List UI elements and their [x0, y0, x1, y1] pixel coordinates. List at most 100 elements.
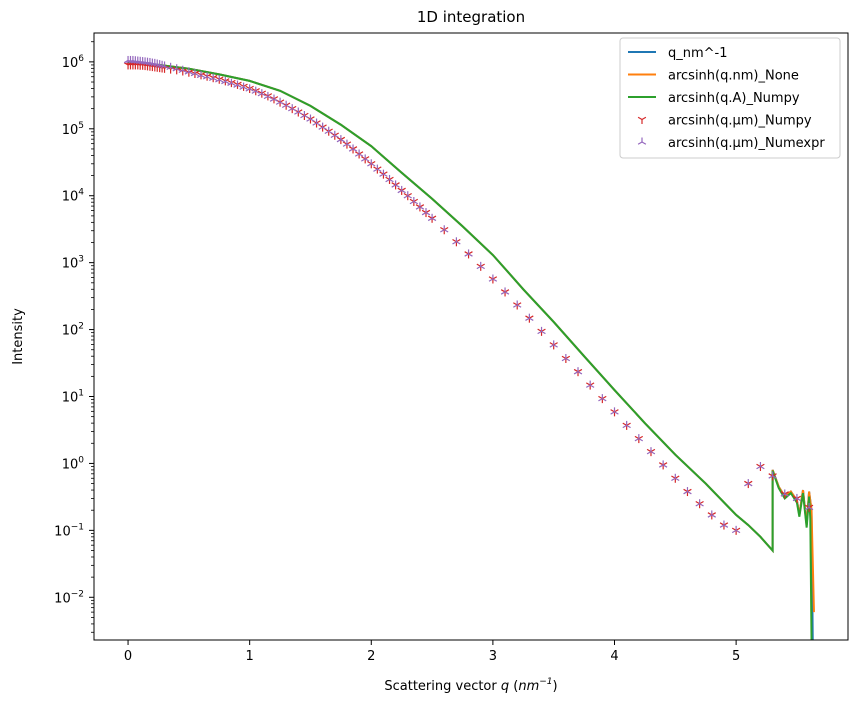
numpy-marker-left [373, 166, 378, 170]
numexpr-marker-left [804, 506, 810, 511]
chart-title: 1D integration [417, 8, 525, 26]
numpy-marker-left [695, 500, 700, 505]
numpy-marker-left [415, 204, 421, 208]
numexpr-marker-right [279, 101, 285, 105]
numpy-marker-right [218, 76, 224, 80]
y-tick-exp: 5 [78, 121, 84, 131]
numexpr-marker-right [431, 217, 437, 222]
numexpr-marker-left [215, 79, 220, 83]
numpy-marker [598, 395, 607, 404]
numexpr-marker-left [233, 84, 238, 88]
numexpr-marker-left [373, 168, 378, 172]
legend-box [619, 37, 841, 159]
numexpr-marker-right [194, 72, 200, 77]
numexpr-marker-right [529, 317, 534, 321]
numpy-marker [695, 500, 704, 509]
numexpr-marker [646, 447, 656, 455]
numpy-marker [525, 315, 534, 323]
numpy-marker-left [202, 73, 208, 77]
x-axis-label-prefix: Scattering vector [384, 679, 501, 694]
numexpr-marker [634, 434, 644, 442]
numexpr-marker-right [225, 80, 230, 85]
numexpr-marker-left [415, 206, 421, 210]
numexpr-marker-right [784, 493, 789, 497]
y-tick-base: 10 [62, 56, 79, 71]
numpy-marker-right [650, 448, 656, 453]
numexpr-marker-left [208, 77, 214, 81]
numexpr-marker-left [622, 424, 627, 429]
numexpr-marker-left [634, 438, 640, 442]
legend-label-1: arcsinh(q.nm)_None [668, 69, 799, 84]
numpy-marker-right [328, 128, 333, 132]
numexpr-marker-left [251, 90, 257, 94]
numexpr-marker [348, 144, 358, 152]
numpy-marker-right [206, 73, 212, 77]
numpy-marker [348, 146, 358, 154]
numexpr-marker [196, 70, 206, 79]
numpy-marker-right [255, 87, 260, 92]
numpy-marker-right [602, 395, 607, 400]
numexpr-marker-right [699, 503, 704, 507]
numpy-marker-right [407, 192, 412, 197]
series-line-2 [127, 60, 813, 640]
numexpr-marker-left [476, 265, 482, 270]
numexpr-marker-left [585, 384, 591, 388]
numpy-marker-right [626, 422, 631, 426]
numpy-marker-left [525, 315, 530, 319]
numexpr-marker [367, 159, 376, 167]
numexpr-marker-left [421, 212, 427, 216]
numpy-marker [336, 136, 346, 145]
numpy-marker-left [269, 96, 275, 100]
numpy-marker-left [610, 409, 615, 413]
legend-swatch-4-left [637, 141, 643, 145]
legend-swatch-3 [637, 116, 647, 124]
numpy-marker-right [322, 124, 327, 128]
numexpr-marker [658, 460, 668, 468]
numexpr-marker-left [184, 71, 190, 75]
numexpr-marker-left [671, 477, 676, 482]
y-tick-label: 102 [62, 322, 84, 339]
numpy-marker [354, 151, 364, 159]
numexpr-marker-left [306, 118, 311, 122]
numpy-marker-left [421, 209, 427, 214]
numexpr-marker-left [136, 60, 141, 65]
numexpr-marker [221, 76, 230, 85]
numexpr-marker-left [145, 61, 151, 66]
numexpr-marker-left [379, 173, 384, 177]
y-tick-base: 10 [62, 391, 79, 406]
numexpr-marker [464, 249, 473, 257]
legend-swatch-4 [637, 137, 647, 145]
numexpr-marker [561, 353, 571, 362]
x-axis-label-close: ) [553, 679, 558, 694]
numpy-marker-right [352, 146, 358, 150]
numexpr-marker-right [346, 143, 352, 147]
numpy-marker-right [358, 151, 364, 155]
numexpr-marker-right [352, 148, 358, 152]
numexpr-marker-right [626, 424, 631, 429]
numpy-marker-left [397, 187, 402, 191]
numexpr-marker-right [687, 491, 692, 495]
numexpr-marker-right [395, 184, 400, 188]
numexpr-marker-left [646, 451, 652, 455]
y-tick-label: 101 [62, 389, 84, 406]
y-tick-exp: 1 [78, 389, 84, 399]
numexpr-marker-left [202, 76, 208, 80]
numexpr-marker-left [312, 122, 317, 126]
numpy-marker-left [598, 395, 603, 400]
numexpr-marker [190, 69, 200, 77]
numexpr-marker-left [196, 74, 202, 79]
numpy-marker-right [425, 209, 431, 214]
numexpr-marker [281, 100, 291, 108]
axes-frame [93, 32, 849, 641]
numpy-marker-right [723, 522, 729, 526]
numexpr-marker [513, 300, 522, 308]
numpy-marker-left [385, 176, 390, 180]
numexpr-marker [707, 510, 716, 518]
numpy-marker-right [225, 78, 230, 82]
numpy-marker-right [298, 109, 303, 113]
numexpr-marker-right [565, 357, 571, 362]
numpy-marker-right [261, 90, 267, 94]
y-tick-base: 10 [54, 524, 71, 539]
numexpr-marker-right [358, 153, 364, 157]
numpy-marker [488, 276, 498, 284]
